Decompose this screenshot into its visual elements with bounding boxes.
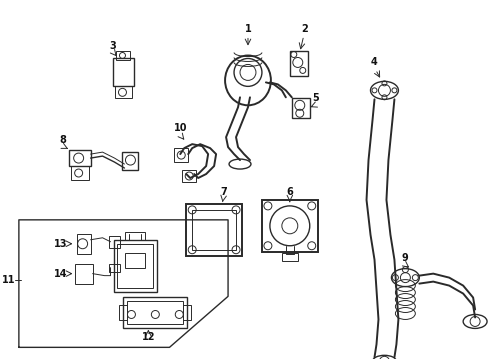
Bar [123,297,187,328]
Bar [116,50,130,60]
Text: 1: 1 [244,24,251,33]
Bar [122,152,138,170]
Bar [125,253,145,268]
Bar [108,264,120,272]
Bar [114,86,132,98]
Bar [77,234,90,254]
Bar [281,253,297,261]
Text: 4: 4 [370,58,377,67]
Bar [71,166,88,180]
Text: 3: 3 [109,41,116,50]
Bar [192,210,236,250]
Bar [119,305,127,320]
Bar [289,50,307,76]
Bar [68,150,90,166]
Bar [186,204,242,256]
Bar [182,170,196,182]
Text: 13: 13 [54,239,67,249]
Text: 14: 14 [54,269,67,279]
Bar [291,98,309,118]
Text: 9: 9 [400,253,407,263]
Bar [174,148,188,162]
Text: 11: 11 [2,275,16,285]
Bar [125,232,145,240]
Bar [117,244,153,288]
Text: 6: 6 [286,187,293,197]
Bar [108,236,120,248]
Text: 10: 10 [173,123,186,133]
Bar [113,240,157,292]
Bar [262,200,317,252]
Bar [112,58,134,86]
Bar [75,264,92,284]
Bar [127,301,183,324]
Text: 8: 8 [59,135,66,145]
Bar [183,305,191,320]
Text: 7: 7 [220,187,227,197]
Text: 12: 12 [142,332,155,342]
Text: 2: 2 [301,24,307,33]
Text: 5: 5 [312,93,319,103]
